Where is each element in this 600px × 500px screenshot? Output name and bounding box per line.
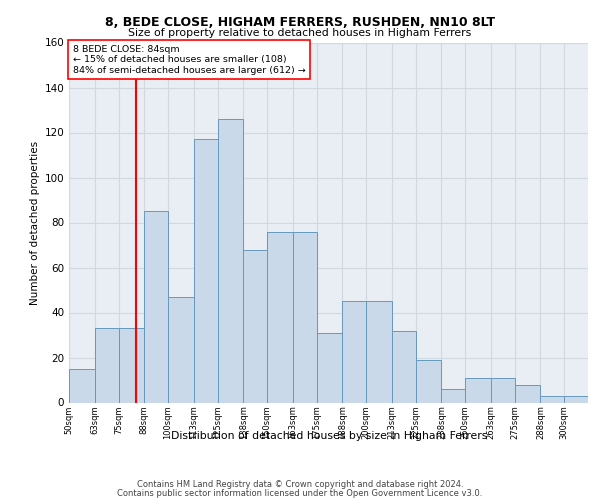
Bar	[317, 333, 343, 402]
Bar	[491, 378, 515, 402]
Bar	[194, 139, 218, 402]
Bar	[168, 296, 194, 403]
Bar	[416, 360, 442, 403]
Text: Contains public sector information licensed under the Open Government Licence v3: Contains public sector information licen…	[118, 488, 482, 498]
Bar	[465, 378, 491, 402]
Bar	[442, 389, 465, 402]
Text: 8, BEDE CLOSE, HIGHAM FERRERS, RUSHDEN, NN10 8LT: 8, BEDE CLOSE, HIGHAM FERRERS, RUSHDEN, …	[105, 16, 495, 29]
Text: 8 BEDE CLOSE: 84sqm
← 15% of detached houses are smaller (108)
84% of semi-detac: 8 BEDE CLOSE: 84sqm ← 15% of detached ho…	[73, 45, 306, 74]
Bar	[366, 301, 392, 402]
Bar	[515, 384, 541, 402]
Bar	[95, 328, 119, 402]
Text: Size of property relative to detached houses in Higham Ferrers: Size of property relative to detached ho…	[128, 28, 472, 38]
Bar	[564, 396, 588, 402]
Bar	[218, 119, 244, 403]
Bar	[343, 301, 366, 402]
Text: Contains HM Land Registry data © Crown copyright and database right 2024.: Contains HM Land Registry data © Crown c…	[137, 480, 463, 489]
Bar	[119, 328, 144, 402]
Y-axis label: Number of detached properties: Number of detached properties	[30, 140, 40, 304]
Bar	[392, 330, 416, 402]
Bar	[69, 369, 95, 402]
Bar	[244, 250, 267, 402]
Bar	[293, 232, 317, 402]
Bar	[144, 211, 168, 402]
Text: Distribution of detached houses by size in Higham Ferrers: Distribution of detached houses by size …	[170, 431, 487, 441]
Bar	[541, 396, 564, 402]
Bar	[267, 232, 293, 402]
